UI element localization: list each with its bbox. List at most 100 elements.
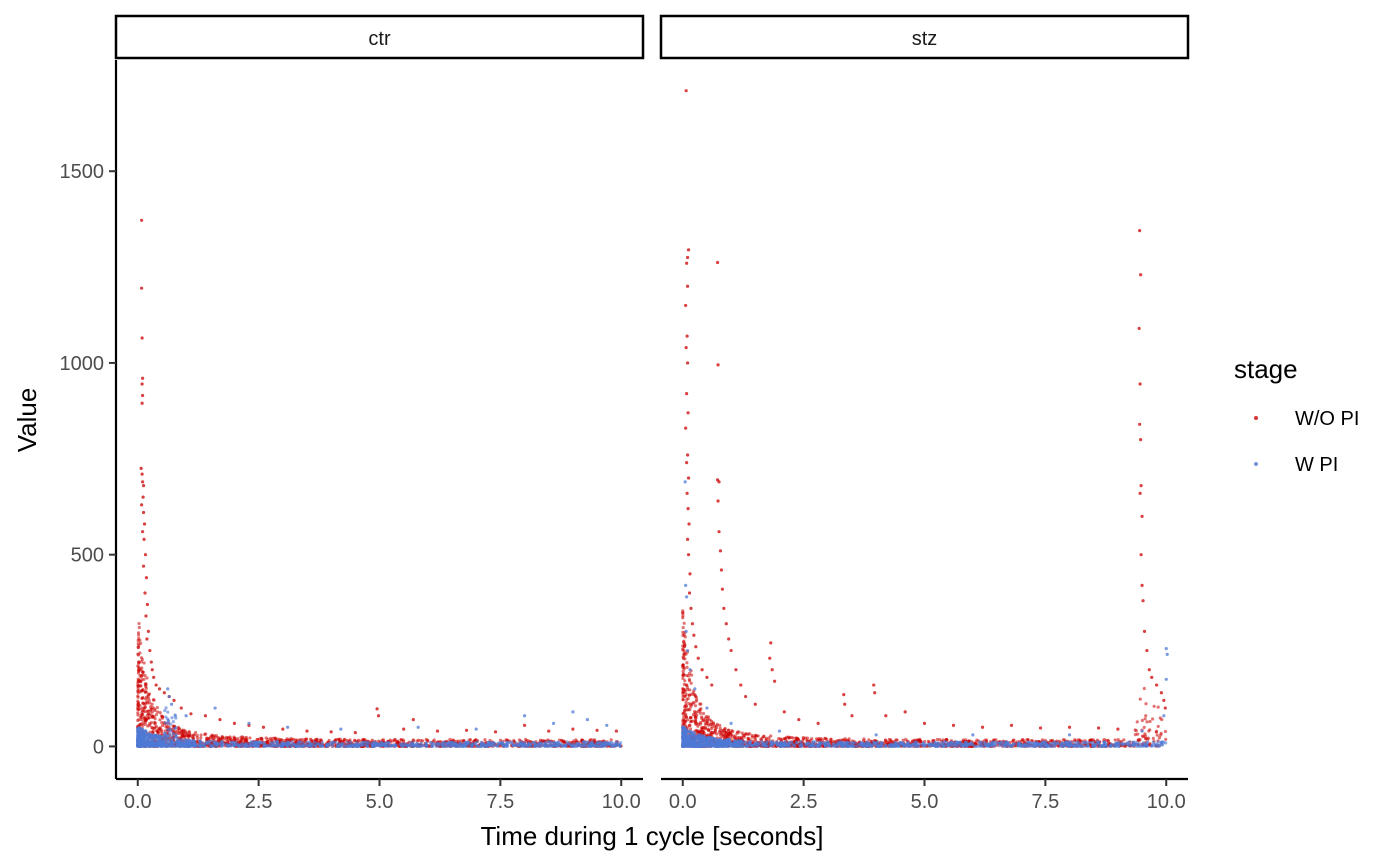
point-wo-pi <box>713 729 717 733</box>
point-wo-pi <box>935 737 939 742</box>
point-wo-pi <box>694 695 698 699</box>
point-wo-pi <box>144 690 148 694</box>
point-wo-pi <box>136 671 141 675</box>
point-wo-pi <box>1148 719 1152 724</box>
x-tick-label: 5.0 <box>911 791 939 813</box>
point-wo-pi <box>150 707 154 711</box>
point-w-pi <box>570 744 574 748</box>
point-w-pi <box>475 744 479 748</box>
point-wo-pi <box>1145 720 1149 724</box>
point-w-pi <box>161 743 165 747</box>
point-wo-pi <box>689 705 693 709</box>
point-w-pi <box>286 742 290 747</box>
point-w-pi <box>141 735 145 739</box>
point-wo-pi <box>685 665 689 669</box>
point-w-pi <box>443 741 447 746</box>
point-w-pi <box>551 742 556 746</box>
point-wo-pi <box>189 712 193 716</box>
point-w-pi <box>544 744 548 748</box>
point-w-pi <box>336 741 341 746</box>
point-w-pi <box>308 743 312 747</box>
point-w-pi <box>171 720 176 724</box>
point-wo-pi <box>728 733 733 737</box>
point-w-pi <box>529 743 533 747</box>
point-w-pi <box>614 743 618 747</box>
point-w-pi <box>158 734 162 739</box>
point-wo-pi <box>810 737 814 741</box>
point-wo-pi <box>683 708 687 712</box>
point-w-pi <box>286 725 290 729</box>
point-w-pi <box>474 727 478 731</box>
point-w-pi <box>605 723 609 727</box>
y-tick-label: 1500 <box>60 161 105 183</box>
point-w-pi <box>539 744 543 748</box>
point-wo-pi <box>242 736 246 740</box>
point-wo-pi <box>195 736 199 740</box>
point-wo-pi <box>833 739 837 744</box>
point-w-pi <box>514 741 519 745</box>
point-wo-pi <box>329 730 333 734</box>
point-w-pi <box>198 744 202 748</box>
point-w-pi <box>381 741 385 746</box>
point-w-pi <box>266 743 271 748</box>
point-wo-pi <box>259 736 264 741</box>
point-wo-pi <box>136 701 141 706</box>
point-wo-pi <box>753 737 757 741</box>
point-wo-pi <box>411 717 415 722</box>
point-wo-pi <box>1049 739 1053 743</box>
point-wo-pi <box>685 661 689 665</box>
point-w-pi <box>292 742 296 747</box>
point-wo-pi <box>1157 736 1162 740</box>
point-wo-pi <box>141 723 145 727</box>
point-w-pi <box>402 744 406 748</box>
point-w-pi <box>334 740 338 744</box>
y-tick-label: 1000 <box>60 353 105 375</box>
point-wo-pi <box>136 694 140 698</box>
point-w-pi <box>286 740 290 744</box>
point-wo-pi <box>182 728 186 732</box>
point-wo-pi <box>140 218 144 222</box>
point-wo-pi <box>690 673 694 677</box>
point-wo-pi <box>1156 724 1160 729</box>
point-w-pi <box>247 721 251 725</box>
point-wo-pi <box>140 286 144 290</box>
point-w-pi <box>598 744 602 748</box>
point-w-pi <box>576 744 580 748</box>
point-wo-pi <box>708 718 712 722</box>
point-wo-pi <box>137 621 141 626</box>
point-wo-pi <box>154 725 159 729</box>
point-wo-pi <box>159 714 164 718</box>
point-wo-pi <box>141 709 145 713</box>
point-wo-pi <box>424 737 428 742</box>
point-w-pi <box>170 733 174 738</box>
point-wo-pi <box>343 737 347 741</box>
point-wo-pi <box>687 723 692 727</box>
point-wo-pi <box>693 714 697 719</box>
point-wo-pi <box>136 707 140 711</box>
point-wo-pi <box>688 727 693 731</box>
point-wo-pi <box>682 639 686 643</box>
point-wo-pi <box>703 722 707 726</box>
point-w-pi <box>1013 742 1017 746</box>
point-wo-pi <box>179 735 183 739</box>
point-wo-pi <box>722 728 726 732</box>
point-wo-pi <box>139 715 143 719</box>
point-wo-pi <box>1154 729 1159 733</box>
point-wo-pi <box>700 715 704 719</box>
point-wo-pi <box>315 737 320 741</box>
point-w-pi <box>220 744 225 748</box>
point-w-pi <box>973 744 977 748</box>
point-wo-pi <box>255 737 259 742</box>
point-wo-pi <box>158 718 162 722</box>
point-wo-pi <box>416 738 420 742</box>
point-wo-pi <box>136 633 141 637</box>
point-wo-pi <box>887 737 891 742</box>
point-wo-pi <box>140 336 144 340</box>
strip-stz <box>659 14 1190 60</box>
point-wo-pi <box>709 727 713 731</box>
point-w-pi <box>156 742 160 746</box>
point-wo-pi <box>155 729 160 733</box>
point-wo-pi <box>363 738 367 742</box>
point-w-pi <box>150 741 154 746</box>
point-wo-pi <box>1152 704 1156 708</box>
